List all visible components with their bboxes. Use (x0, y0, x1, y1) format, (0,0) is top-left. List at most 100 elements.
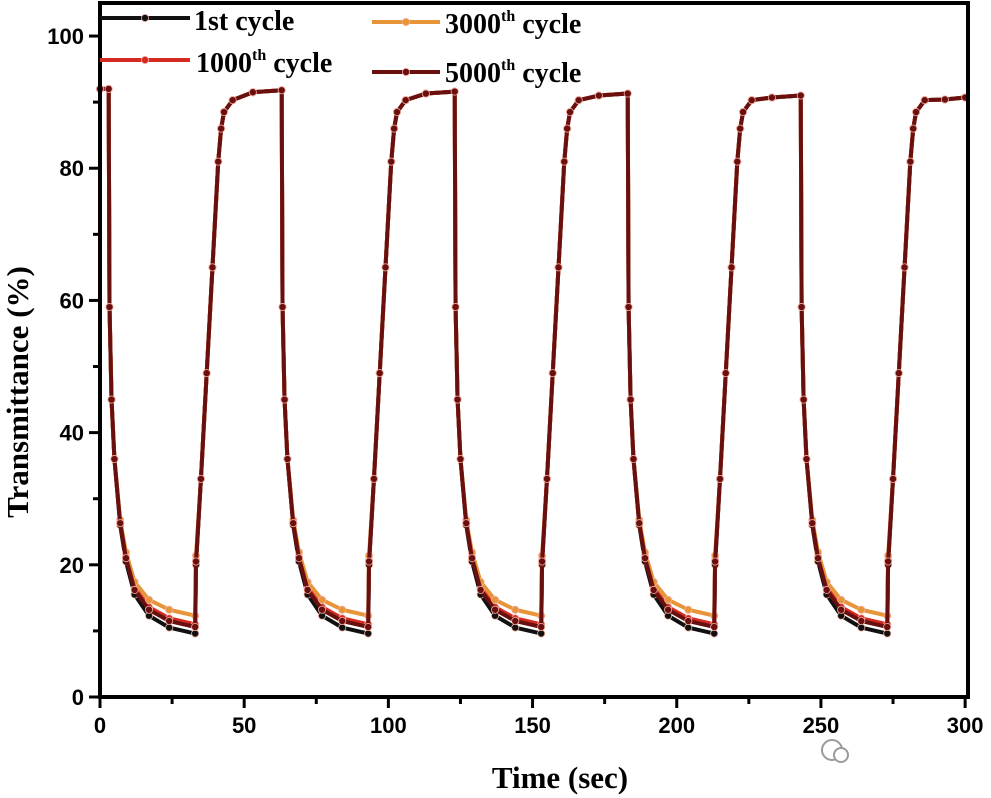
data-point (196, 474, 205, 483)
legend-item-0: 1st cycle (100, 6, 294, 37)
data-point (192, 557, 201, 566)
data-point (280, 395, 289, 404)
data-point (191, 622, 200, 631)
data-point (837, 605, 846, 614)
data-point (421, 89, 430, 98)
legend-label: 3000th cycle (445, 8, 581, 40)
data-point (710, 629, 719, 638)
data-point (208, 263, 217, 272)
data-point (107, 395, 116, 404)
data-point (401, 96, 410, 105)
data-point (684, 605, 693, 614)
data-point (121, 554, 130, 563)
x-tick-label: 300 (947, 713, 984, 738)
series-3 (96, 84, 970, 631)
data-point (278, 303, 287, 312)
legend-label: 1000th cycle (196, 47, 332, 79)
legend-label-sup: th (252, 47, 266, 64)
data-point (560, 157, 569, 166)
series-0 (96, 84, 970, 638)
data-point (219, 108, 228, 117)
data-point (767, 93, 776, 102)
data-point (814, 554, 823, 563)
data-point (390, 124, 399, 133)
data-point (537, 622, 546, 631)
data-point (476, 585, 485, 594)
data-point (857, 605, 866, 614)
data-point (453, 395, 462, 404)
data-point (511, 623, 520, 632)
y-tick-label: 20 (60, 553, 84, 578)
data-point (884, 557, 893, 566)
data-point (912, 108, 921, 117)
data-point (110, 455, 119, 464)
data-point (217, 124, 226, 133)
data-point (294, 554, 303, 563)
data-point (626, 395, 635, 404)
series-line (100, 86, 966, 627)
legend-label-main: 1000 (196, 48, 252, 79)
data-point (303, 585, 312, 594)
data-point (364, 622, 373, 631)
data-point (635, 519, 644, 528)
data-point (920, 96, 929, 105)
data-point (338, 616, 347, 625)
data-point (883, 629, 892, 638)
data-point (857, 623, 866, 632)
legend-swatch-marker (401, 17, 410, 26)
x-tick-label: 250 (803, 713, 840, 738)
legend-label-main: 5000 (445, 58, 501, 89)
data-point (629, 455, 638, 464)
data-point (739, 108, 748, 117)
data-point (369, 474, 378, 483)
data-point (451, 303, 460, 312)
data-point (202, 369, 211, 378)
legend-item-2: 3000th cycle (372, 8, 581, 40)
data-point (711, 557, 720, 566)
data-point (375, 369, 384, 378)
legend-label-rest: cycle (515, 58, 581, 89)
legend-item-1: 1000th cycle (100, 47, 332, 79)
data-point (684, 623, 693, 632)
data-point (283, 455, 292, 464)
data-point (191, 629, 200, 638)
data-point (318, 605, 327, 614)
data-point (641, 554, 650, 563)
data-point (563, 124, 572, 133)
data-point (909, 124, 918, 133)
data-point (623, 89, 632, 98)
data-point (450, 87, 459, 96)
data-point (649, 585, 658, 594)
data-point (318, 595, 327, 604)
data-point (289, 519, 298, 528)
data-point (684, 616, 693, 625)
data-point (664, 595, 673, 604)
x-tick-label: 150 (514, 713, 551, 738)
data-point (145, 605, 154, 614)
data-point (248, 88, 257, 97)
watermark (821, 739, 849, 763)
legend-label-main: 1st cycle (194, 6, 294, 37)
data-point (538, 557, 547, 566)
legend-swatch-marker (401, 68, 410, 77)
data-point (116, 519, 125, 528)
data-point (491, 595, 500, 604)
data-point (664, 605, 673, 614)
legend-item-3: 5000th cycle (372, 57, 581, 89)
data-point (511, 605, 520, 614)
x-tick-label: 100 (370, 713, 407, 738)
legend-label-main: 3000 (445, 9, 501, 40)
series-layer (96, 84, 970, 638)
series-1 (96, 84, 970, 629)
data-point (393, 108, 402, 117)
legend-label-sup: th (501, 8, 515, 25)
data-point (566, 108, 575, 117)
data-point (889, 474, 898, 483)
data-point (387, 157, 396, 166)
data-point (381, 263, 390, 272)
data-point (747, 96, 756, 105)
series-line (100, 86, 966, 629)
data-point (491, 605, 500, 614)
data-point (837, 595, 846, 604)
